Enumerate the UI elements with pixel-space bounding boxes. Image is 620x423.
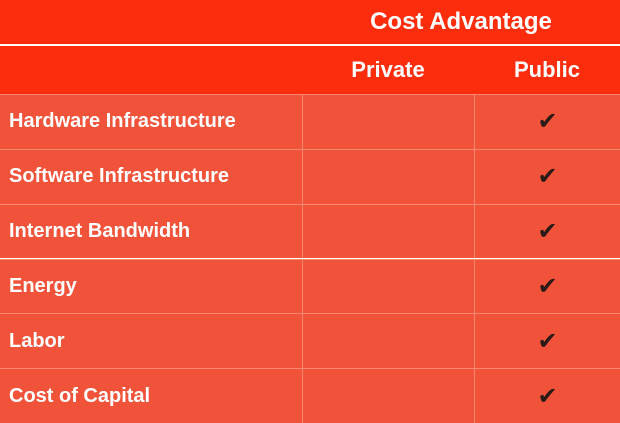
public-check: ✔ <box>474 148 620 204</box>
public-check: ✔ <box>474 203 620 259</box>
header-title: Cost Advantage <box>302 0 620 44</box>
public-check: ✔ <box>474 94 620 149</box>
row-label: Software Infrastructure <box>0 148 302 204</box>
header-blank <box>0 46 302 94</box>
column-header: Private <box>302 46 474 94</box>
row-label: Cost of Capital <box>0 368 302 423</box>
row-label: Hardware Infrastructure <box>0 94 302 149</box>
private-cell <box>302 94 474 149</box>
public-check: ✔ <box>474 313 620 369</box>
public-check: ✔ <box>474 258 620 314</box>
row-label: Energy <box>0 258 302 314</box>
private-cell <box>302 148 474 204</box>
row-label: Labor <box>0 313 302 369</box>
row-label: Internet Bandwidth <box>0 203 302 259</box>
column-header: Public <box>474 46 620 94</box>
header-blank <box>0 0 302 44</box>
public-check: ✔ <box>474 368 620 423</box>
header-divider <box>0 44 620 46</box>
private-cell <box>302 203 474 259</box>
private-cell <box>302 368 474 423</box>
private-cell <box>302 313 474 369</box>
private-cell <box>302 258 474 314</box>
